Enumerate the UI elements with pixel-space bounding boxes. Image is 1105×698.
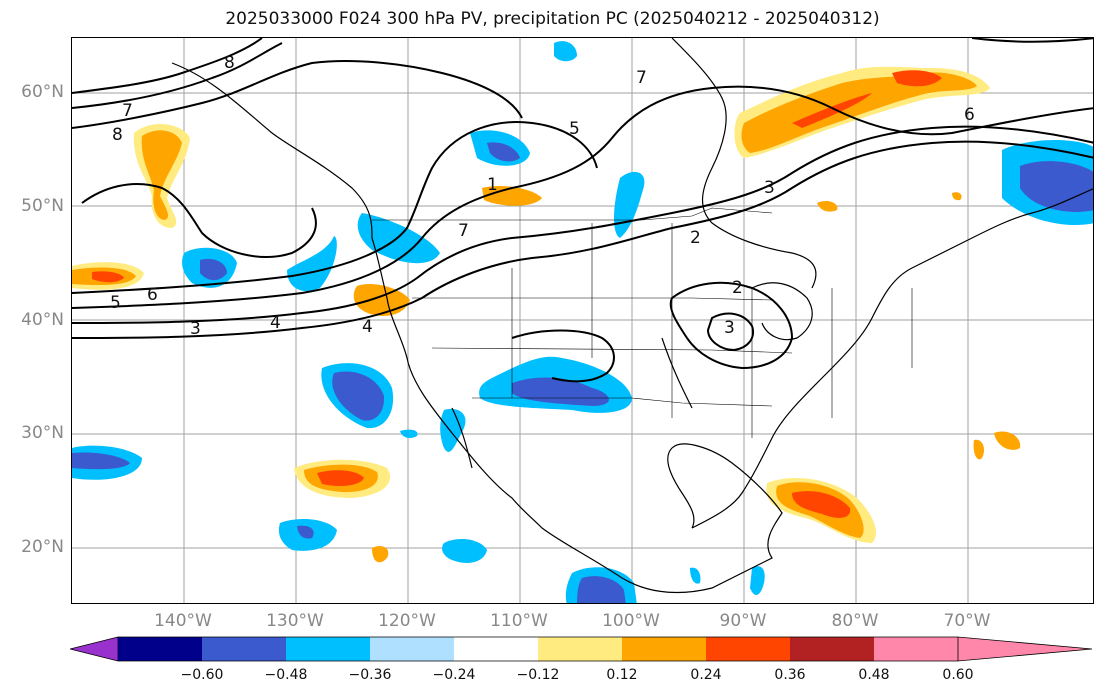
contour-label-8a: 8 [224, 53, 235, 73]
colorbar-tick-1: −0.60 [180, 667, 224, 683]
colorbar-bin-3 [286, 637, 370, 661]
contour-labels: 8 8 7 7 7 6 6 5 5 4 4 3 3 3 2 2 1 [110, 53, 975, 339]
lon-label-70w: 70°W [943, 611, 991, 631]
lon-label-100w: 100°W [602, 611, 660, 631]
colorbar-bin-10 [874, 637, 958, 661]
contour-label-5a: 5 [110, 293, 121, 313]
map-panel[interactable]: 8 8 7 7 7 6 6 5 5 4 4 3 3 3 2 2 1 [71, 37, 1094, 604]
lon-label-90w: 90°W [719, 611, 767, 631]
contour-label-2a: 2 [690, 228, 701, 248]
colorbar-tick-3: −0.36 [348, 667, 392, 683]
contour-label-7a: 7 [122, 101, 133, 121]
lat-label-30n: 30°N [21, 423, 64, 443]
map-canvas: 8 8 7 7 7 6 6 5 5 4 4 3 3 3 2 2 1 [72, 38, 1093, 603]
lat-label-40n: 40°N [21, 310, 64, 330]
colorbar [70, 636, 1093, 662]
lon-label-80w: 80°W [831, 611, 879, 631]
colorbar-bin-6 [538, 637, 622, 661]
map-title: 2025033000 F024 300 hPa PV, precipitatio… [225, 9, 880, 29]
colorbar-tick-8: 0.36 [774, 667, 806, 683]
contour-label-6b: 6 [964, 105, 975, 125]
lon-label-120w: 120°W [378, 611, 436, 631]
contour-label-1a: 1 [487, 175, 498, 195]
colorbar-bin-5 [454, 637, 538, 661]
precip-negative-shading [72, 41, 1093, 603]
colorbar-bin-1 [118, 637, 202, 661]
colorbar-extend-max [957, 636, 1093, 662]
contour-label-2b: 2 [732, 278, 743, 298]
colorbar-tick-4: −0.24 [432, 667, 476, 683]
colorbar-bin-8 [706, 637, 790, 661]
colorbar-tick-5: −0.12 [516, 667, 560, 683]
contour-label-7c: 7 [458, 221, 469, 241]
contour-label-4a: 4 [270, 313, 281, 333]
colorbar-tick-10: 0.60 [942, 667, 974, 683]
lat-label-50n: 50°N [21, 196, 64, 216]
pv-contours [72, 38, 1093, 383]
contour-label-7b: 7 [636, 68, 647, 88]
colorbar-tick-7: 0.24 [690, 667, 722, 683]
colorbar-extend-min [70, 636, 119, 662]
colorbar-bin-2 [202, 637, 286, 661]
colorbar-tick-6: 0.12 [606, 667, 638, 683]
lon-label-110w: 110°W [490, 611, 548, 631]
colorbar-tick-9: 0.48 [858, 667, 890, 683]
precip-positive-shading [72, 66, 1021, 563]
colorbar-bin-4 [370, 637, 454, 661]
lat-label-60n: 60°N [21, 82, 64, 102]
lon-label-140w: 140°W [154, 611, 212, 631]
colorbar-bin-7 [622, 637, 706, 661]
contour-label-5b: 5 [569, 119, 580, 139]
contour-label-6a: 6 [147, 285, 158, 305]
contour-label-8b: 8 [112, 125, 123, 145]
coastlines [171, 38, 1093, 594]
contour-label-3a: 3 [190, 319, 201, 339]
lon-label-130w: 130°W [266, 611, 324, 631]
contour-label-3c: 3 [724, 318, 735, 338]
colorbar-tick-2: −0.48 [264, 667, 308, 683]
contour-label-3b: 3 [764, 178, 775, 198]
graticule [72, 38, 1093, 603]
lat-label-20n: 20°N [21, 537, 64, 557]
contour-label-4b: 4 [362, 317, 373, 337]
colorbar-bin-9 [790, 637, 874, 661]
state-borders [372, 207, 913, 438]
